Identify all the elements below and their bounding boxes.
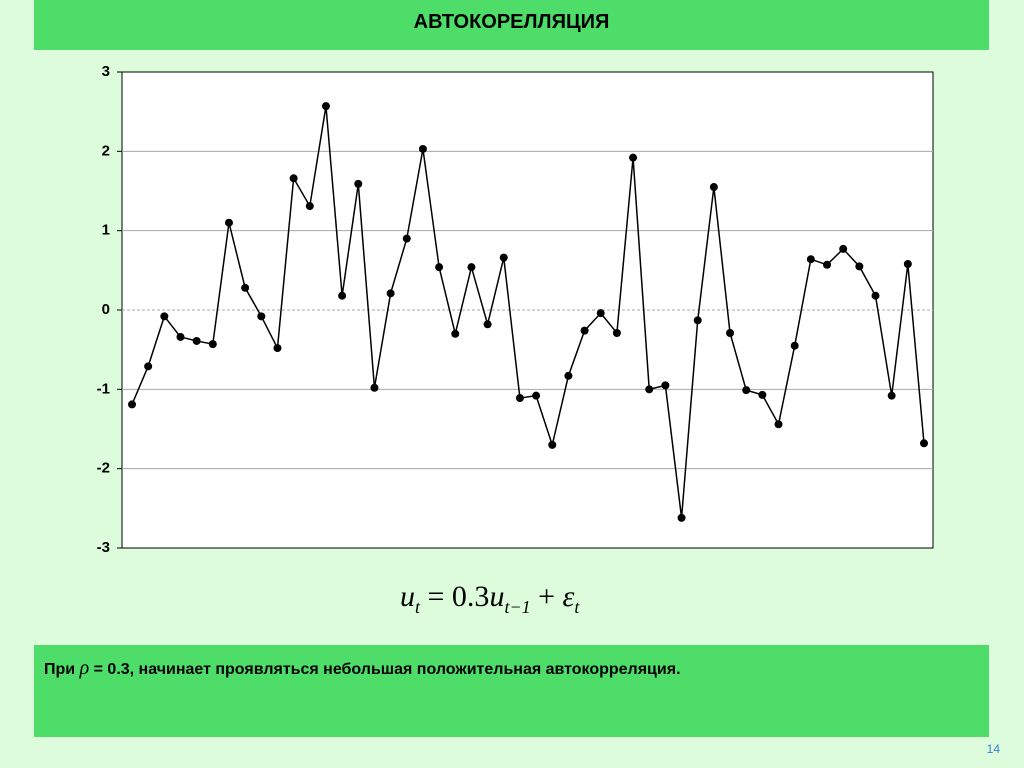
point [806, 255, 815, 264]
point [645, 385, 654, 394]
point [128, 400, 136, 409]
formula-part: + [538, 580, 556, 613]
y-tick-label: 2 [102, 142, 110, 159]
point [176, 332, 185, 341]
point [224, 218, 233, 227]
point [742, 386, 751, 395]
point [532, 391, 541, 400]
point [580, 326, 589, 335]
point [305, 202, 314, 211]
point [289, 174, 298, 183]
point [451, 329, 460, 338]
chart: -3 -2 -1 0 1 2 3 [97, 63, 934, 556]
formula-part: u [400, 580, 415, 613]
point [354, 179, 363, 188]
y-tick-label: -1 [97, 380, 110, 397]
y-tick-label: 0 [102, 301, 110, 318]
line [131, 105, 925, 518]
point [596, 309, 605, 318]
formula-part: u [489, 580, 505, 613]
point [903, 259, 912, 268]
point [192, 336, 201, 345]
point [418, 144, 427, 153]
point [564, 371, 573, 380]
point [709, 183, 718, 192]
point [839, 244, 848, 253]
note-text: = 0.3, начинает проявляться небольшая по… [93, 661, 681, 678]
point [370, 383, 379, 392]
formula-part: t [574, 597, 580, 617]
point [467, 263, 476, 272]
point [661, 381, 670, 390]
point [758, 390, 767, 399]
y-tick-label: -2 [97, 460, 110, 477]
point [823, 260, 832, 269]
note-text: При [44, 661, 76, 678]
point [693, 316, 702, 325]
point [726, 329, 735, 338]
point [338, 291, 347, 300]
point [208, 340, 217, 349]
note: При ρ = 0.3, начинает проявляться неболь… [34, 645, 989, 737]
point [774, 420, 783, 429]
point [160, 312, 169, 321]
formula-part: t [415, 597, 421, 617]
point [499, 253, 508, 262]
formula-part: t−1 [504, 597, 531, 617]
point [887, 391, 896, 400]
y-tick-label: -3 [97, 539, 110, 556]
point [273, 344, 282, 353]
point [241, 283, 250, 292]
point [612, 329, 621, 338]
formula: ut = 0.3ut−1 + εt [400, 580, 579, 618]
page-number: 14 [986, 742, 1000, 756]
point [920, 439, 928, 448]
point [144, 362, 153, 371]
point [483, 320, 492, 329]
point [321, 102, 330, 111]
point [548, 440, 557, 449]
slide-title: АВТОКОРЕЛЛЯЦИЯ [34, 0, 989, 50]
point [855, 262, 864, 271]
note-symbol: ρ [79, 657, 90, 679]
point [515, 394, 524, 403]
point [790, 341, 799, 350]
point [402, 234, 411, 243]
y-tick-label: 3 [102, 63, 110, 80]
formula-part: = 0.3 [427, 580, 490, 613]
point [677, 513, 686, 522]
point [386, 289, 395, 298]
y-tick-label: 1 [102, 222, 110, 239]
formula-part: ε [562, 580, 575, 613]
point [871, 291, 880, 300]
point [435, 263, 444, 272]
point [257, 312, 266, 321]
point [629, 153, 638, 162]
